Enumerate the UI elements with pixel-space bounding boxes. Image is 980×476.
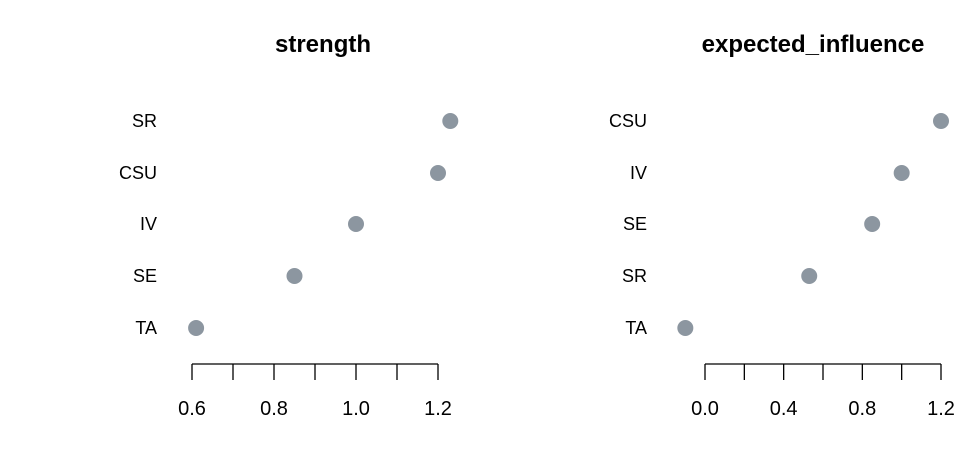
x-tick-label: 0.6 <box>178 398 206 420</box>
data-point <box>348 216 364 232</box>
data-point <box>893 165 910 181</box>
category-label: SE <box>623 214 647 234</box>
x-tick-label: 0.4 <box>770 398 798 420</box>
category-label: IV <box>630 163 647 183</box>
category-label: TA <box>135 318 157 338</box>
data-point <box>286 268 303 284</box>
data-point <box>677 320 694 336</box>
data-point <box>430 165 446 181</box>
data-point <box>933 113 949 129</box>
x-tick-label: 1.2 <box>424 398 452 420</box>
category-label: SR <box>132 111 157 131</box>
panel-title: expected_influence <box>702 31 925 58</box>
category-label: SR <box>622 266 647 286</box>
data-point <box>188 320 205 336</box>
panel-title: strength <box>275 31 371 58</box>
data-point <box>801 268 818 284</box>
x-tick-label: 1.0 <box>342 398 370 420</box>
x-tick-label: 0.8 <box>848 398 876 420</box>
category-label: IV <box>140 214 157 234</box>
category-label: SE <box>133 266 157 286</box>
x-tick-label: 1.2 <box>927 398 955 420</box>
data-point <box>442 113 459 129</box>
x-tick-label: 0.8 <box>260 398 288 420</box>
x-tick-label: 0.0 <box>691 398 719 420</box>
data-point <box>864 216 881 232</box>
category-label: CSU <box>119 163 157 183</box>
expected-influence-panel: expected_influence CSU IV SE SR TA 0.0 0.4 0.8 1… <box>609 31 955 420</box>
category-label: CSU <box>609 111 647 131</box>
category-label: TA <box>625 318 647 338</box>
strength-panel: strength SR CSU IV SE TA 0.6 0.8 1.0 1.2 <box>119 31 459 420</box>
